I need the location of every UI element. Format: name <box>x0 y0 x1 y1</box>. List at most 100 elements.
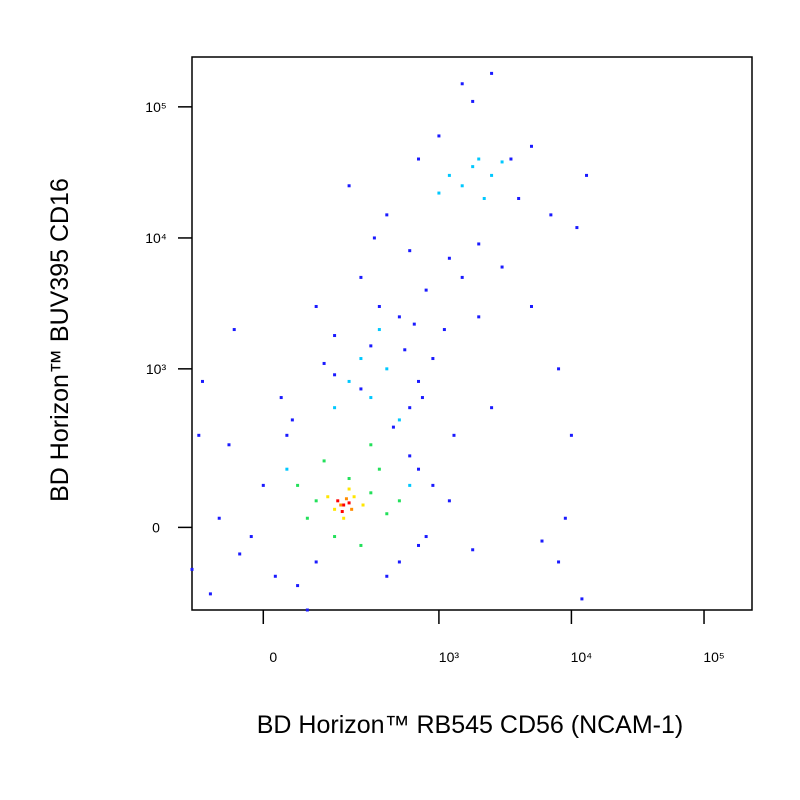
data-point <box>342 516 346 520</box>
data-point <box>549 213 553 217</box>
data-point <box>377 304 381 308</box>
data-point <box>417 379 421 383</box>
data-point <box>347 487 351 491</box>
data-point <box>227 443 231 447</box>
data-point <box>477 157 481 161</box>
data-point <box>391 425 395 429</box>
data-point <box>385 574 389 578</box>
data-point <box>447 256 451 260</box>
data-point <box>322 361 326 365</box>
data-point <box>369 396 373 400</box>
data-point <box>412 322 416 326</box>
data-point <box>490 71 494 75</box>
data-point <box>540 539 544 543</box>
x-tick-label: 10⁴ <box>571 649 593 665</box>
data-point <box>333 334 337 338</box>
data-point <box>340 510 344 514</box>
data-point <box>437 191 441 195</box>
data-point <box>296 483 300 487</box>
data-point <box>431 483 435 487</box>
data-point <box>385 367 389 371</box>
data-point <box>575 226 579 230</box>
data-point <box>314 499 318 503</box>
data-point <box>477 315 481 319</box>
data-point <box>336 499 340 503</box>
data-point <box>397 418 401 422</box>
x-tick-label: 10⁵ <box>703 649 724 665</box>
data-point <box>197 433 201 437</box>
data-point <box>408 483 412 487</box>
data-point <box>279 396 283 400</box>
y-tick-label: 10³ <box>146 361 167 377</box>
data-point <box>232 328 236 332</box>
data-point <box>249 535 253 539</box>
data-point <box>408 406 412 410</box>
y-tick-label: 10⁴ <box>145 230 167 246</box>
data-point <box>431 357 435 361</box>
data-point <box>460 82 464 86</box>
data-point <box>296 584 300 588</box>
data-point <box>529 304 533 308</box>
data-point <box>333 406 337 410</box>
data-point <box>417 467 421 471</box>
data-point <box>372 236 376 240</box>
data-point <box>397 499 401 503</box>
data-point <box>347 379 351 383</box>
data-point <box>347 184 351 188</box>
data-point <box>359 357 363 361</box>
data-point <box>437 134 441 138</box>
data-point <box>305 608 309 612</box>
data-point <box>314 304 318 308</box>
data-point <box>447 499 451 503</box>
data-point <box>460 275 464 279</box>
data-point <box>238 552 242 556</box>
x-axis-title: BD Horizon™ RB545 CD56 (NCAM-1) <box>257 711 684 739</box>
data-point <box>580 597 584 601</box>
data-point <box>342 503 346 507</box>
data-point <box>350 507 354 511</box>
data-point <box>217 516 221 520</box>
x-tick-label: 0 <box>269 649 277 665</box>
data-point <box>471 165 475 169</box>
data-point <box>333 373 337 377</box>
data-point <box>369 443 373 447</box>
data-point <box>361 503 365 507</box>
data-point <box>333 507 337 511</box>
data-point <box>447 173 451 177</box>
data-point <box>359 387 363 391</box>
data-point <box>403 348 407 352</box>
data-point <box>408 249 412 253</box>
data-point <box>408 454 412 458</box>
data-point <box>452 433 456 437</box>
data-point <box>305 516 309 520</box>
data-point <box>417 157 421 161</box>
data-point <box>563 516 567 520</box>
data-point <box>569 433 573 437</box>
data-point <box>397 560 401 564</box>
data-point <box>471 99 475 103</box>
data-point <box>517 196 521 200</box>
data-point <box>290 418 294 422</box>
y-axis-title: BD Horizon™ BUV395 CD16 <box>46 178 74 502</box>
y-tick-label: 10⁵ <box>145 99 166 115</box>
data-point <box>377 328 381 332</box>
data-point <box>352 495 356 499</box>
data-point <box>314 560 318 564</box>
data-point <box>339 503 343 507</box>
data-point <box>424 288 428 292</box>
data-point <box>369 491 373 495</box>
data-point <box>482 196 486 200</box>
data-point <box>333 535 337 539</box>
data-point <box>557 560 561 564</box>
data-point <box>490 406 494 410</box>
data-point <box>471 548 475 552</box>
data-point <box>359 543 363 547</box>
data-point <box>326 495 330 499</box>
data-point <box>285 433 289 437</box>
data-point <box>208 592 212 596</box>
data-point <box>397 315 401 319</box>
data-point <box>322 459 326 463</box>
data-point <box>585 173 589 177</box>
data-point <box>385 512 389 516</box>
data-point <box>460 184 464 188</box>
